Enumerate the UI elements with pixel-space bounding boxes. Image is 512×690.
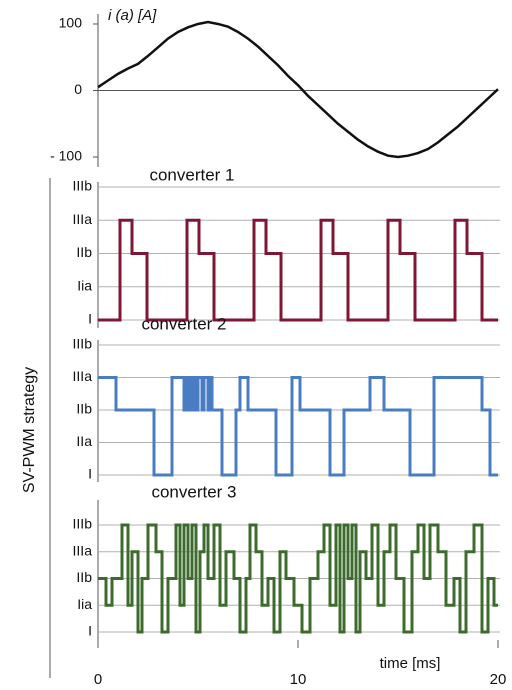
y-tick-label: I	[88, 623, 92, 639]
y-tick-label: IIIa	[73, 368, 93, 384]
y-tick-label: IIIa	[73, 542, 93, 558]
step-line	[98, 218, 498, 322]
step-line	[98, 376, 498, 477]
y-tick-label: I	[88, 466, 92, 482]
x-axis-label: time [ms]	[380, 655, 441, 672]
panel-title: converter 2	[141, 314, 226, 333]
y-tick-label: IIb	[76, 401, 92, 417]
panel-title: converter 3	[151, 482, 236, 501]
y-tick-label: IIIb	[73, 336, 93, 352]
y-tick-label: 0	[74, 81, 82, 97]
y-tick-label: IIb	[76, 244, 92, 260]
panel-title: converter 1	[149, 165, 234, 184]
y-tick-label: Iia	[77, 596, 92, 612]
y-tick-label: Iia	[77, 277, 92, 293]
x-tick-label: 20	[490, 671, 507, 688]
x-tick-label: 0	[94, 671, 102, 688]
y-tick-label: IIIb	[73, 178, 93, 194]
y-tick-label: IIIa	[73, 211, 93, 227]
panel-title: i (a) [A]	[108, 7, 157, 24]
y-tick-label: 100	[59, 15, 83, 31]
y-tick-label: IIb	[76, 569, 92, 585]
y-tick-label: IIa	[76, 433, 92, 449]
y-tick-label: I	[88, 311, 92, 327]
step-line	[98, 523, 498, 634]
y-axis-label: SV-PWM strategy	[21, 367, 38, 493]
y-tick-label: - 100	[50, 148, 82, 164]
y-tick-label: IIIb	[73, 516, 93, 532]
x-tick-label: 10	[290, 671, 307, 688]
data-line	[97, 20, 499, 159]
